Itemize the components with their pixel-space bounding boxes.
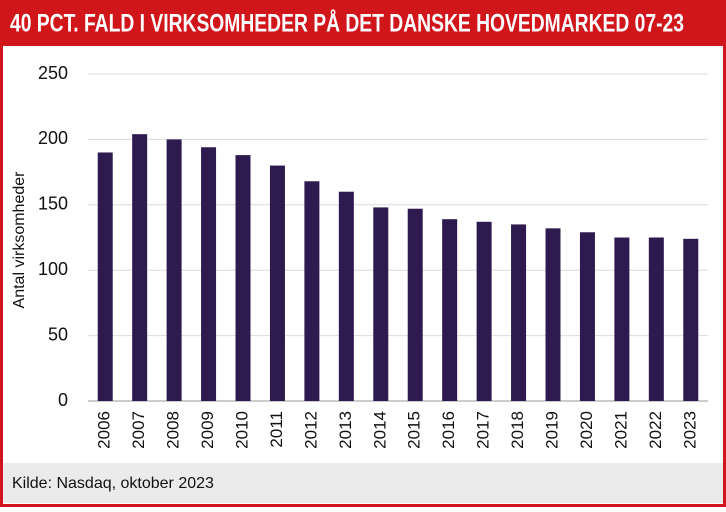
bar [132,134,148,401]
chart-title: 40 PCT. FALD I VIRKSOMHEDER PÅ DET DANSK… [10,9,684,38]
source-band [3,463,723,503]
bar [545,228,561,401]
x-tick-label: 2023 [680,411,699,449]
y-tick-label: 100 [38,259,68,279]
x-tick-label: 2006 [95,411,114,449]
x-tick-label: 2018 [508,411,527,449]
title-banner [0,0,726,46]
x-tick-label: 2007 [129,411,148,449]
x-tick-label: 2015 [405,411,424,449]
bar [235,155,251,401]
bar [373,207,389,401]
bar [304,181,320,401]
y-tick-label: 50 [48,324,68,344]
x-tick-label: 2020 [577,411,596,449]
x-tick-label: 2019 [542,411,561,449]
x-tick-label: 2012 [301,411,320,449]
bar [511,224,527,401]
x-tick-label: 2014 [370,411,389,449]
bar [269,165,285,401]
x-tick-label: 2010 [232,411,251,449]
y-axis-label: Antal virksomheder [11,171,28,309]
x-tick-label: 2021 [611,411,630,449]
y-tick-label: 0 [58,390,68,410]
bar [97,152,113,401]
bar [614,237,630,401]
x-tick-label: 2013 [336,411,355,449]
bar [338,191,354,401]
x-tick-label: 2008 [164,411,183,449]
x-tick-label: 2022 [646,411,665,449]
y-tick-label: 250 [38,63,68,83]
y-tick-label: 200 [38,128,68,148]
y-tick-label: 150 [38,194,68,214]
bar [407,208,423,401]
bar [579,232,595,401]
source: Kilde: Nasdaq, oktober 2023 [12,475,214,492]
bar [201,147,217,401]
x-tick-label: 2009 [198,411,217,449]
bar [166,139,182,401]
bar [683,238,699,401]
x-tick-label: 2011 [267,411,286,448]
bar [476,221,492,401]
bar [442,219,458,401]
bar [648,237,664,401]
x-tick-label: 2017 [474,411,493,449]
x-tick-label: 2016 [439,411,458,449]
